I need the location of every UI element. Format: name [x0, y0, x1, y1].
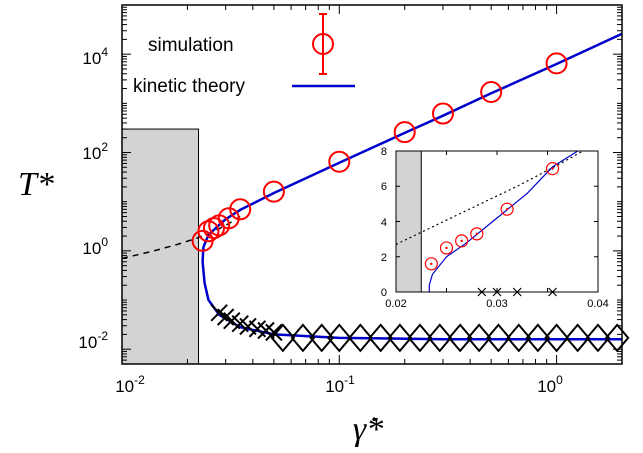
diamond-marker	[427, 323, 453, 353]
x-marker	[216, 308, 235, 326]
diamond-marker	[447, 323, 473, 353]
inset-kinetic-theory-path	[428, 150, 579, 292]
x-axis-title: γ̇*	[353, 411, 383, 448]
simulation-point	[545, 52, 568, 75]
legend-marker-simulation	[312, 33, 334, 55]
y-tick-label: 10-2	[78, 329, 108, 352]
inset-kinetic-theory-line	[428, 150, 579, 292]
inset-simulation-markers	[424, 162, 560, 271]
inset-simulation-dot	[445, 246, 448, 250]
diamond-marker	[368, 323, 393, 353]
lower-branch-diamond-markers	[270, 323, 630, 353]
diamond-marker	[466, 323, 492, 353]
inset-y-tick-label: 2	[381, 252, 387, 264]
diamond-marker	[290, 323, 316, 353]
y-tick-label: 102	[82, 140, 108, 163]
y-axis-ticks	[122, 6, 622, 365]
diamond-marker	[544, 323, 569, 353]
y-tick-label: 104	[82, 45, 108, 68]
kinetic-theory-line	[202, 32, 623, 248]
shaded-region	[121, 128, 200, 365]
x-tick-label: 10-2	[115, 373, 145, 396]
dashed-extension-line	[121, 215, 241, 260]
simulation-point	[229, 198, 252, 221]
simulation-point	[393, 121, 416, 144]
inset-x-tick-label: 0.02	[385, 298, 406, 310]
inset-x-tick-label: 0.03	[486, 298, 507, 310]
kinetic-theory-line	[201, 246, 622, 341]
inset-simulation-point	[500, 202, 514, 216]
diamond-marker	[348, 323, 373, 353]
simulation-point	[328, 150, 351, 173]
lower-branch-x-markers	[210, 304, 283, 342]
kinetic-theory-lines	[201, 32, 623, 341]
diamond-marker	[525, 323, 551, 353]
inset-simulation-dot	[475, 232, 478, 236]
x-tick-label: 100	[537, 373, 563, 396]
main-plot-frame	[121, 4, 623, 365]
inset-ticks	[395, 150, 599, 293]
x-axis-ticks	[121, 5, 623, 364]
inset-y-tick-label: 8	[381, 146, 387, 158]
inset-plot: 0.02 0.03 0.04 0 2 4 6 8	[381, 146, 609, 310]
inset-shaded-rect	[395, 150, 422, 293]
simulation-point	[431, 102, 454, 125]
diamond-marker	[407, 323, 433, 353]
inset-simulation-dot	[551, 167, 554, 170]
inset-y-tick-label: 0	[381, 287, 387, 299]
inset-simulation-dot	[505, 207, 509, 211]
diamond-marker	[506, 323, 532, 353]
inset-simulation-point	[470, 227, 484, 241]
diamond-marker	[326, 323, 352, 353]
dashed-line-path	[121, 215, 241, 260]
inset-simulation-point	[439, 241, 454, 255]
inset-simulation-point	[424, 257, 438, 271]
diamond-marker	[585, 323, 611, 353]
inset-shaded-region	[395, 150, 422, 293]
diamond-marker	[309, 323, 335, 353]
inset-y-tick-label: 4	[381, 217, 387, 229]
inset-background	[396, 151, 598, 292]
legend: simulation kinetic theory	[133, 13, 355, 97]
legend-label-kinetic-theory: kinetic theory	[133, 76, 245, 97]
diamond-marker	[387, 323, 413, 353]
diamond-marker	[565, 323, 590, 353]
simulation-point	[262, 180, 285, 203]
inset-y-tick-label: 6	[381, 181, 387, 193]
simulation-point	[197, 220, 220, 243]
x-tick-label: 10-1	[325, 373, 355, 396]
y-axis-title: T*	[18, 166, 54, 203]
diamond-marker	[604, 323, 630, 353]
simulation-point	[480, 81, 503, 104]
inset-simulation-dot	[460, 239, 463, 243]
diamond-marker	[270, 323, 296, 353]
simulation-markers	[191, 52, 568, 252]
shaded-rect	[121, 128, 200, 365]
inset-x-tick-label: 0.04	[587, 298, 608, 310]
x-marker	[265, 323, 283, 342]
y-tick-label: 100	[82, 235, 108, 258]
inset-simulation-point	[545, 162, 560, 176]
inset-simulation-dot	[430, 262, 433, 265]
diamond-marker	[486, 323, 511, 353]
inset-simulation-point	[455, 234, 469, 248]
legend-label-simulation: simulation	[148, 35, 234, 56]
